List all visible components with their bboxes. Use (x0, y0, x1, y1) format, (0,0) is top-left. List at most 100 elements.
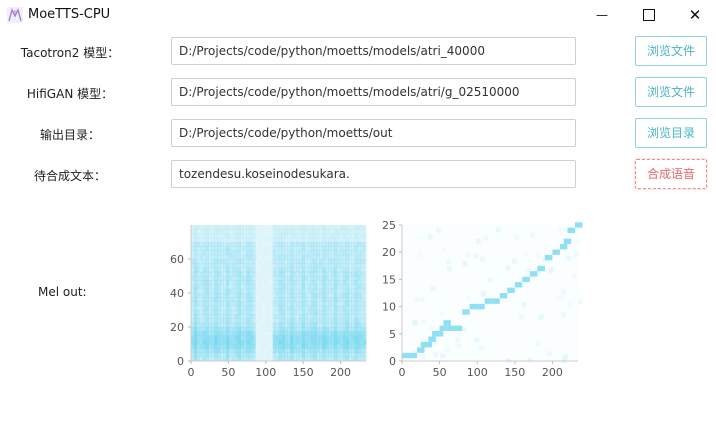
mel-cell (281, 225, 284, 230)
mel-cell (229, 272, 232, 277)
mel-cell (284, 251, 287, 256)
mel-cell (311, 289, 314, 294)
browse-hifigan-button[interactable]: 浏览文件 (635, 77, 707, 107)
mel-cell (241, 319, 244, 324)
mel-cell (343, 246, 346, 251)
mel-cell (255, 293, 258, 298)
mel-cell (319, 331, 322, 336)
mel-cell (200, 310, 203, 315)
mel-cell (363, 327, 366, 332)
mel-cell (311, 280, 314, 285)
browse-output-dir-button[interactable]: 浏览目录 (635, 118, 707, 148)
mel-cell (351, 268, 354, 273)
mel-cell (203, 242, 206, 247)
mel-cell (211, 259, 214, 264)
mel-cell (244, 340, 247, 345)
mel-cell (337, 285, 340, 290)
mel-cell (211, 242, 214, 247)
mel-cell (351, 276, 354, 281)
browse-tacotron2-button[interactable]: 浏览文件 (635, 36, 707, 66)
mel-cell (194, 289, 197, 294)
mel-cell (322, 259, 325, 264)
mel-cell (279, 259, 282, 264)
mel-cell (246, 327, 249, 332)
mel-cell (281, 336, 284, 341)
maximize-button[interactable] (626, 0, 672, 30)
mel-cell (206, 289, 209, 294)
mel-cell (226, 302, 229, 307)
mel-cell (316, 323, 319, 328)
mel-cell (293, 238, 296, 243)
synthesis-text-input[interactable]: tozendesu.koseinodesukara. (171, 160, 576, 188)
mel-cell (220, 289, 223, 294)
mel-cell (334, 302, 337, 307)
mel-cell (211, 327, 214, 332)
mel-cell (322, 336, 325, 341)
mel-cell (246, 353, 249, 358)
mel-cell (203, 293, 206, 298)
mel-cell (346, 255, 349, 260)
mel-cell (229, 263, 232, 268)
minimize-button[interactable]: — (579, 0, 625, 30)
mel-cell (354, 289, 357, 294)
mel-cell (346, 268, 349, 273)
mel-cell (290, 276, 293, 281)
mel-cell (270, 225, 273, 230)
mel-cell (351, 259, 354, 264)
mel-cell (322, 242, 325, 247)
mel-cell (279, 336, 282, 341)
mel-cell (270, 323, 273, 328)
hifigan-model-field[interactable]: D:/Projects/code/python/moetts/models/at… (171, 78, 576, 106)
mel-cell (349, 289, 352, 294)
mel-cell (264, 255, 267, 260)
tacotron2-model-field[interactable]: D:/Projects/code/python/moetts/models/at… (171, 37, 576, 65)
mel-cell (319, 297, 322, 302)
mel-cell (325, 340, 328, 345)
close-button[interactable]: ✕ (672, 0, 716, 30)
mel-cell (203, 272, 206, 277)
mel-cell (346, 272, 349, 277)
mel-cell (322, 327, 325, 332)
mel-cell (340, 242, 343, 247)
mel-y-tick-label: 20 (170, 321, 184, 334)
mel-cell (279, 272, 282, 277)
mel-cell (238, 302, 241, 307)
mel-cell (343, 353, 346, 358)
mel-cell (209, 340, 212, 345)
mel-cell (249, 238, 252, 243)
mel-cell (235, 246, 238, 251)
mel-cell (354, 246, 357, 251)
mel-cell (334, 242, 337, 247)
mel-cell (211, 323, 214, 328)
mel-cell (296, 310, 299, 315)
mel-cell (290, 238, 293, 243)
mel-cell (273, 259, 276, 264)
mel-cell (311, 314, 314, 319)
mel-cell (273, 293, 276, 298)
mel-cell (279, 255, 282, 260)
mel-cell (290, 327, 293, 332)
mel-cell (261, 293, 264, 298)
mel-cell (314, 289, 317, 294)
mel-cell (211, 297, 214, 302)
mel-cell (223, 302, 226, 307)
mel-cell (279, 331, 282, 336)
synthesize-button[interactable]: 合成语音 (635, 159, 707, 189)
mel-cell (360, 259, 363, 264)
mel-cell (328, 246, 331, 251)
mel-cell (360, 263, 363, 268)
mel-cell (232, 289, 235, 294)
mel-cell (264, 336, 267, 341)
mel-cell (328, 285, 331, 290)
mel-cell (258, 229, 261, 234)
mel-cell (279, 285, 282, 290)
mel-cell (203, 353, 206, 358)
mel-cell (238, 336, 241, 341)
output-dir-field[interactable]: D:/Projects/code/python/moetts/out (171, 119, 576, 147)
mel-cell (194, 276, 197, 281)
mel-cell (194, 319, 197, 324)
mel-cell (214, 344, 217, 349)
mel-cell (197, 272, 200, 277)
alignment-path-cell (560, 244, 568, 249)
mel-cell (238, 323, 241, 328)
